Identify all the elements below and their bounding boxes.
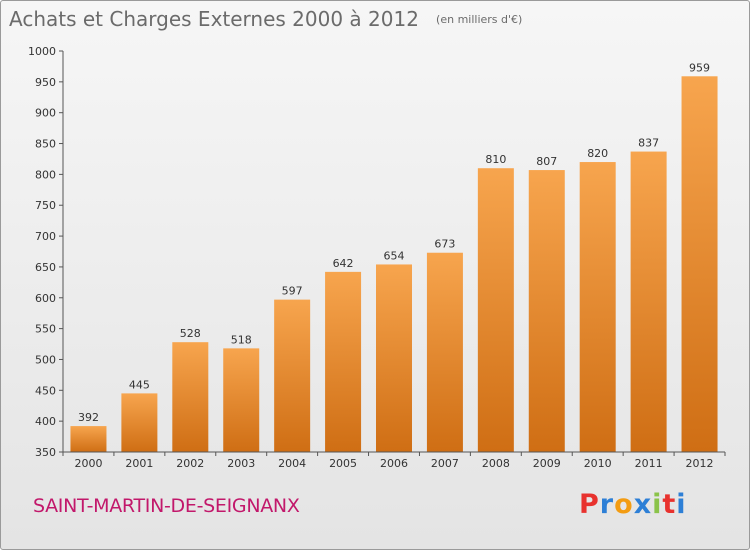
value-label: 654: [384, 249, 405, 262]
bar: [376, 264, 412, 452]
value-label: 837: [638, 137, 659, 150]
x-tick-label: 2003: [227, 457, 255, 470]
bars: 392 445 528 518 597 642 654 673 810 807 820 837 959: [70, 61, 718, 453]
x-tick-label: 2011: [635, 457, 663, 470]
x-tick-label: 2001: [125, 457, 153, 470]
bar: [121, 393, 158, 452]
value-label: 518: [231, 333, 252, 346]
y-axis: 350 400 450 500 550 600 650 700 750 800 850 900 950 1…: [28, 45, 64, 459]
logo-letter: o: [614, 489, 634, 520]
value-label: 673: [434, 238, 455, 251]
logo-letter: x: [633, 489, 653, 520]
y-tick-label: 650: [35, 261, 56, 274]
bar: [477, 168, 514, 452]
value-label: 597: [282, 285, 303, 298]
bar: [172, 342, 209, 452]
logo-letter: i: [652, 489, 663, 520]
value-label: 392: [78, 411, 99, 424]
y-tick-label: 750: [35, 199, 56, 212]
value-label: 959: [689, 61, 710, 74]
x-tick-label: 2006: [380, 457, 408, 470]
y-tick-label: 600: [35, 292, 56, 305]
logo-letter: P: [579, 489, 600, 520]
value-label: 528: [180, 327, 201, 340]
proxiti-logo: Proxiti: [579, 489, 687, 520]
bar: [223, 348, 260, 452]
chart-unit: (en milliers d'€): [436, 13, 523, 26]
y-tick-label: 1000: [28, 45, 56, 58]
logo-letter: r: [599, 489, 615, 520]
bar: [325, 271, 362, 452]
y-tick-label: 350: [35, 446, 56, 459]
value-label: 445: [129, 378, 150, 391]
logo-letter: i: [676, 489, 687, 520]
x-tick-label: 2002: [176, 457, 204, 470]
bar: [681, 76, 718, 452]
logo-letter: t: [662, 489, 677, 520]
x-tick-label: 2004: [278, 457, 306, 470]
value-label: 807: [536, 155, 557, 168]
bar: [528, 170, 565, 452]
bar: [579, 162, 616, 453]
x-tick-label: 2009: [533, 457, 561, 470]
value-label: 642: [333, 257, 354, 270]
value-label: 820: [587, 147, 608, 160]
value-label: 810: [485, 153, 506, 166]
y-tick-label: 450: [35, 384, 56, 397]
y-tick-label: 900: [35, 107, 56, 120]
place-name: SAINT-MARTIN-DE-SEIGNANX: [33, 495, 300, 517]
x-tick-label: 2007: [431, 457, 459, 470]
x-tick-label: 2010: [584, 457, 612, 470]
y-tick-label: 700: [35, 230, 56, 243]
x-tick-label: 2005: [329, 457, 357, 470]
y-tick-label: 400: [35, 415, 56, 428]
title-row: Achats et Charges Externes 2000 à 2012 (…: [9, 7, 522, 31]
y-tick-label: 550: [35, 323, 56, 336]
bar: [426, 252, 463, 452]
y-tick-label: 850: [35, 138, 56, 151]
y-tick-label: 950: [35, 76, 56, 89]
x-tick-label: 2000: [74, 457, 102, 470]
x-axis: 2000 2001 2002 2003 2004 2005 2006 2007 2008 2009…: [62, 451, 726, 470]
chart-title: Achats et Charges Externes 2000 à 2012: [9, 7, 419, 31]
x-tick-label: 2012: [686, 457, 714, 470]
bar: [70, 426, 107, 452]
y-tick-label: 500: [35, 353, 56, 366]
y-tick-label: 800: [35, 168, 56, 181]
bar: [630, 151, 667, 452]
bar: [274, 299, 311, 452]
x-tick-label: 2008: [482, 457, 510, 470]
